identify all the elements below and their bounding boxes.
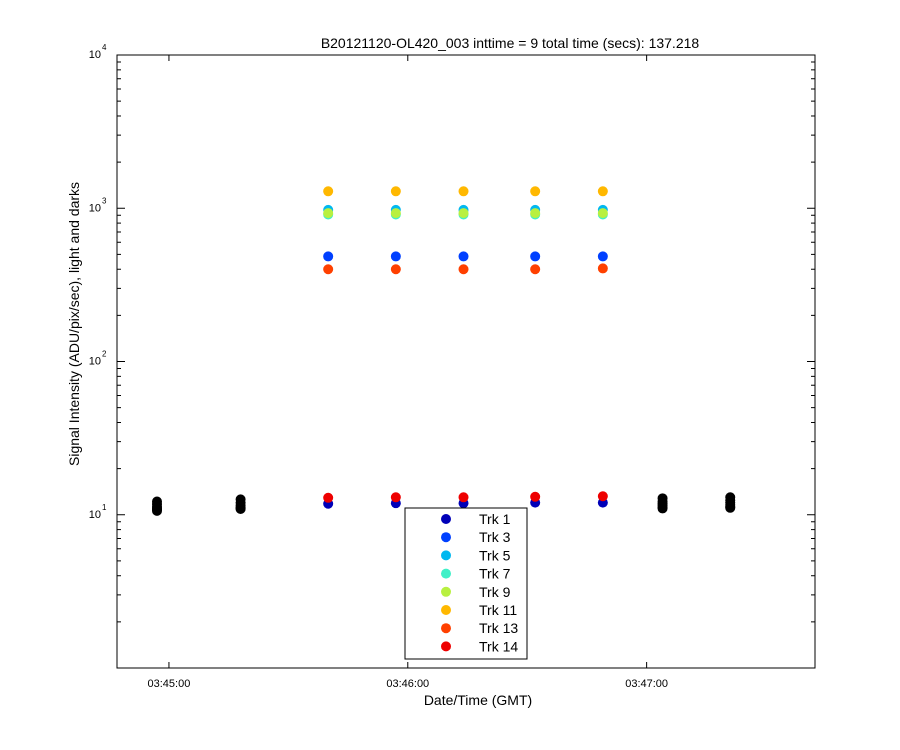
legend-label: Trk 11 [479,602,517,618]
data-point-trk-3 [597,251,608,262]
data-point-trk-9 [530,208,541,219]
data-point-trk-9 [390,208,401,219]
legend-label: Trk 9 [479,584,511,600]
data-point-trk-9 [323,208,334,219]
data-point-trk-14 [530,491,541,502]
chart-title: B20121120-OL420_003 inttime = 9 total ti… [321,35,700,51]
data-point-trk-3 [458,251,469,262]
y-tick-label: 10 [89,202,101,214]
data-point-trk-3 [390,251,401,262]
data-point-trk-11 [458,186,469,197]
legend-label: Trk 1 [479,511,511,527]
x-tick-label: 03:46:00 [386,678,429,690]
y-tick-exponent: 2 [102,350,107,359]
y-axis-label: Signal Intensity (ADU/pix/sec), light an… [66,182,82,466]
y-tick-exponent: 3 [102,196,107,205]
data-points [152,186,736,516]
dark-point [152,505,162,516]
legend-marker [441,568,451,579]
legend-marker [441,586,451,597]
legend-items: Trk 1 Trk 3 Trk 5 Trk 7 Trk 9 Trk 11 Trk 13 Trk… [441,511,518,654]
data-point-trk-9 [458,208,469,219]
legend-label: Trk 13 [479,620,518,636]
legend-marker [441,514,451,524]
x-axis-label: Date/Time (GMT) [424,692,532,708]
dark-point [657,503,668,514]
data-point-trk-14 [390,492,401,503]
plot-area-frame [116,54,816,669]
legend-label: Trk 14 [479,638,518,654]
legend-marker [441,641,451,652]
data-point-trk-14 [458,492,469,503]
data-point-trk-14 [597,491,608,502]
y-tick-exponent: 1 [102,503,107,512]
y-tick-label: 10 [89,509,101,521]
x-tick-label: 03:45:00 [148,678,191,690]
data-point-trk-11 [597,186,608,197]
data-point-trk-3 [530,251,541,262]
data-point-trk-13 [597,263,608,274]
data-point-trk-13 [530,264,541,275]
dark-point [235,504,246,515]
data-point-trk-13 [323,264,334,275]
legend-label: Trk 3 [479,529,511,545]
legend-marker [441,605,451,615]
legend-label: Trk 7 [479,566,511,582]
data-point-trk-11 [390,186,401,197]
legend-marker [441,623,451,634]
data-point-trk-3 [323,251,334,262]
data-point-trk-14 [323,492,334,503]
legend: Trk 1 Trk 3 Trk 5 Trk 7 Trk 9 Trk 11 Trk 13 Trk… [404,507,528,660]
y-tick-exponent: 4 [102,43,107,52]
legend-marker [441,532,451,543]
legend-box [404,507,528,660]
legend-label: Trk 5 [479,547,511,563]
data-point-trk-13 [390,264,401,275]
data-point-trk-13 [458,264,469,275]
y-tick-label: 10 [89,356,101,368]
y-tick-label: 10 [89,49,101,61]
data-point-trk-11 [323,186,334,197]
data-point-trk-9 [597,208,608,219]
dark-point [725,502,736,513]
x-tick-label: 03:47:00 [625,678,668,690]
data-point-trk-11 [530,186,541,197]
legend-marker [441,550,451,561]
